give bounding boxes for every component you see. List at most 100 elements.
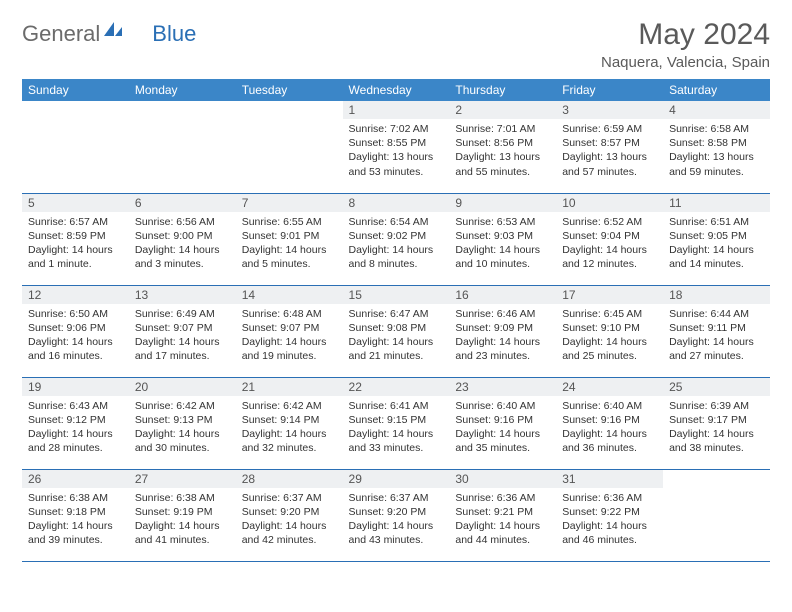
calendar-header-row: SundayMondayTuesdayWednesdayThursdayFrid… [22,79,770,101]
day-number: 17 [556,286,663,304]
calendar-day-cell: 18Sunrise: 6:44 AMSunset: 9:11 PMDayligh… [663,285,770,377]
day-number: 1 [343,101,450,119]
sunset-text: Sunset: 8:55 PM [349,136,444,150]
sunset-text: Sunset: 9:12 PM [28,413,123,427]
sunset-text: Sunset: 9:20 PM [349,505,444,519]
day-number: 15 [343,286,450,304]
calendar-day-cell: 29Sunrise: 6:37 AMSunset: 9:20 PMDayligh… [343,469,450,561]
calendar-week-row: 5Sunrise: 6:57 AMSunset: 8:59 PMDaylight… [22,193,770,285]
day-number: 22 [343,378,450,396]
calendar-day-cell: 7Sunrise: 6:55 AMSunset: 9:01 PMDaylight… [236,193,343,285]
logo: General Blue [22,18,196,50]
calendar-day-cell: 4Sunrise: 6:58 AMSunset: 8:58 PMDaylight… [663,101,770,193]
day-details: Sunrise: 6:41 AMSunset: 9:15 PMDaylight:… [343,396,450,462]
day-details: Sunrise: 6:40 AMSunset: 9:16 PMDaylight:… [556,396,663,462]
sunset-text: Sunset: 9:13 PM [135,413,230,427]
daylight-text: Daylight: 14 hours and 27 minutes. [669,335,764,363]
sunset-text: Sunset: 9:10 PM [562,321,657,335]
sunrise-text: Sunrise: 6:48 AM [242,307,337,321]
day-details: Sunrise: 6:54 AMSunset: 9:02 PMDaylight:… [343,212,450,278]
calendar-week-row: 1 Sunrise: 7:02 AMSunset: 8:55 PM Daylight… [22,101,770,193]
sunset-text: Sunset: 9:22 PM [562,505,657,519]
day-number: 3 [556,101,663,119]
sunset-text: Sunset: 9:08 PM [349,321,444,335]
sunrise-text: Sunrise: 6:56 AM [135,215,230,229]
day-details: Sunrise: 6:49 AMSunset: 9:07 PMDaylight:… [129,304,236,370]
day-number: 18 [663,286,770,304]
day-number: 11 [663,194,770,212]
sunset-text: Sunset: 9:21 PM [455,505,550,519]
logo-text-blue: Blue [152,21,196,47]
sunset-text: Sunset: 9:14 PM [242,413,337,427]
day-details: Sunrise: 6:57 AMSunset: 8:59 PMDaylight:… [22,212,129,278]
sunset-text: Sunset: 9:02 PM [349,229,444,243]
daylight-text: Daylight: 14 hours and 44 minutes. [455,519,550,547]
day-details: Sunrise: 6:43 AMSunset: 9:12 PMDaylight:… [22,396,129,462]
sunrise-text: Sunrise: 6:58 AM [669,122,764,136]
sunset-text: Sunset: 8:57 PM [562,136,657,150]
sunset-text: Sunset: 9:03 PM [455,229,550,243]
calendar-day-cell: 17Sunrise: 6:45 AMSunset: 9:10 PMDayligh… [556,285,663,377]
calendar-day-cell [663,469,770,561]
day-details: Sunrise: 6:53 AMSunset: 9:03 PMDaylight:… [449,212,556,278]
calendar-day-cell [129,101,236,193]
weekday-header: Sunday [22,79,129,101]
location-subtitle: Naquera, Valencia, Spain [601,54,770,71]
day-number: 26 [22,470,129,488]
day-number: 13 [129,286,236,304]
page-title: May 2024 [601,18,770,52]
day-details: Sunrise: 6:58 AMSunset: 8:58 PMDaylight:… [663,119,770,185]
day-number: 5 [22,194,129,212]
daylight-text: Daylight: 13 hours and 59 minutes. [669,150,764,178]
sunrise-text: Sunrise: 6:43 AM [28,399,123,413]
day-number: 29 [343,470,450,488]
day-number: 23 [449,378,556,396]
sunrise-text: Sunrise: 7:02 AM [349,122,444,136]
sunset-text: Sunset: 9:07 PM [135,321,230,335]
sunset-text: Sunset: 9:06 PM [28,321,123,335]
sunrise-text: Sunrise: 6:51 AM [669,215,764,229]
daylight-text: Daylight: 14 hours and 30 minutes. [135,427,230,455]
day-details: Sunrise: 6:36 AMSunset: 9:21 PMDaylight:… [449,488,556,554]
sunrise-text: Sunrise: 6:37 AM [242,491,337,505]
sunrise-text: Sunrise: 6:38 AM [135,491,230,505]
day-number: 9 [449,194,556,212]
sunrise-text: Sunrise: 6:42 AM [135,399,230,413]
calendar-day-cell: 30Sunrise: 6:36 AMSunset: 9:21 PMDayligh… [449,469,556,561]
calendar-day-cell: 1Sunrise: 7:02 AMSunset: 8:55 PMDaylight… [343,101,450,193]
day-details: Sunrise: 6:38 AMSunset: 9:18 PMDaylight:… [22,488,129,554]
day-details: Sunrise: 6:45 AMSunset: 9:10 PMDaylight:… [556,304,663,370]
sunrise-text: Sunrise: 6:55 AM [242,215,337,229]
day-details: Sunrise: 6:36 AMSunset: 9:22 PMDaylight:… [556,488,663,554]
day-details: Sunrise: 6:48 AMSunset: 9:07 PMDaylight:… [236,304,343,370]
calendar-day-cell: 26Sunrise: 6:38 AMSunset: 9:18 PMDayligh… [22,469,129,561]
sunrise-text: Sunrise: 6:46 AM [455,307,550,321]
daylight-text: Daylight: 14 hours and 12 minutes. [562,243,657,271]
calendar-day-cell [236,101,343,193]
sunrise-text: Sunrise: 6:44 AM [669,307,764,321]
sunrise-text: Sunrise: 6:38 AM [28,491,123,505]
day-details: Sunrise: 6:46 AMSunset: 9:09 PMDaylight:… [449,304,556,370]
day-details: Sunrise: 6:44 AMSunset: 9:11 PMDaylight:… [663,304,770,370]
sunrise-text: Sunrise: 6:53 AM [455,215,550,229]
day-number: 6 [129,194,236,212]
calendar-day-cell: 10Sunrise: 6:52 AMSunset: 9:04 PMDayligh… [556,193,663,285]
sunset-text: Sunset: 9:11 PM [669,321,764,335]
daylight-text: Daylight: 14 hours and 41 minutes. [135,519,230,547]
sunrise-text: Sunrise: 6:57 AM [28,215,123,229]
weekday-header: Friday [556,79,663,101]
calendar-day-cell: 9Sunrise: 6:53 AMSunset: 9:03 PMDaylight… [449,193,556,285]
daylight-text: Daylight: 14 hours and 35 minutes. [455,427,550,455]
calendar-day-cell: 3Sunrise: 6:59 AMSunset: 8:57 PMDaylight… [556,101,663,193]
day-number: 16 [449,286,556,304]
calendar-day-cell: 23Sunrise: 6:40 AMSunset: 9:16 PMDayligh… [449,377,556,469]
day-details: Sunrise: 6:37 AMSunset: 9:20 PMDaylight:… [236,488,343,554]
day-details: Sunrise: 6:40 AMSunset: 9:16 PMDaylight:… [449,396,556,462]
sunset-text: Sunset: 9:01 PM [242,229,337,243]
sunrise-text: Sunrise: 6:41 AM [349,399,444,413]
calendar-day-cell: 6Sunrise: 6:56 AMSunset: 9:00 PMDaylight… [129,193,236,285]
day-number: 21 [236,378,343,396]
daylight-text: Daylight: 14 hours and 8 minutes. [349,243,444,271]
sunrise-text: Sunrise: 6:54 AM [349,215,444,229]
calendar-table: SundayMondayTuesdayWednesdayThursdayFrid… [22,79,770,562]
